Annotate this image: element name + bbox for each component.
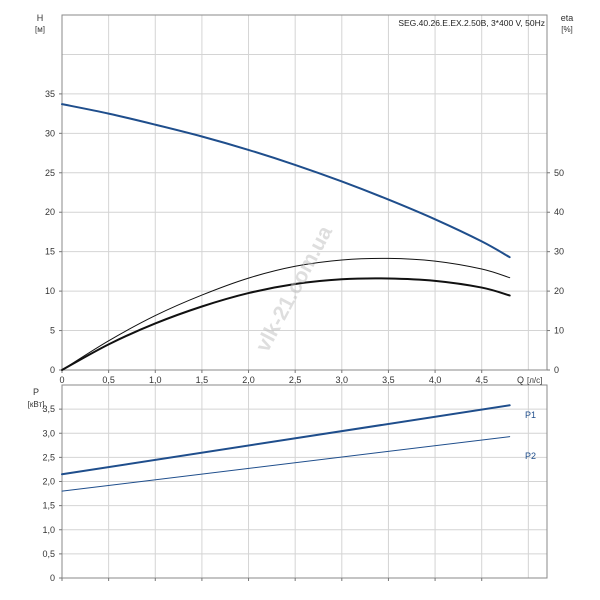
power-tick-label: 1,5 bbox=[42, 501, 55, 511]
power-tick-label: 3,0 bbox=[42, 428, 55, 438]
x-tick-label: 4,5 bbox=[475, 375, 488, 385]
x-tick-label: 0,5 bbox=[102, 375, 115, 385]
data-series bbox=[61, 103, 511, 492]
eta-tick-label: 40 bbox=[554, 207, 564, 217]
x-tick-label: 3,5 bbox=[382, 375, 395, 385]
head-tick-label: 20 bbox=[45, 207, 55, 217]
head-tick-label: 35 bbox=[45, 89, 55, 99]
eta-tick-label: 20 bbox=[554, 286, 564, 296]
flow-axis-unit: [л/с] bbox=[527, 376, 542, 385]
flow-axis-label: Q bbox=[517, 375, 524, 385]
eta-tick-label: 50 bbox=[554, 168, 564, 178]
efficiency-curve-thick bbox=[61, 277, 511, 371]
power-tick-label: 3,5 bbox=[42, 404, 55, 414]
head-tick-label: 0 bbox=[50, 365, 55, 375]
head-axis-label: H bbox=[37, 13, 44, 23]
head-tick-label: 10 bbox=[45, 286, 55, 296]
head-tick-label: 25 bbox=[45, 168, 55, 178]
eta-tick-label: 30 bbox=[554, 247, 564, 257]
x-tick-label: 0 bbox=[59, 375, 64, 385]
pump-model-label: SEG.40.26.E.EX.2.50B, 3*400 V, 50Hz bbox=[398, 18, 545, 28]
power-tick-label: 2,0 bbox=[42, 477, 55, 487]
x-tick-label: 1,5 bbox=[196, 375, 209, 385]
power-axis-label: P bbox=[33, 387, 39, 397]
power-line-p1 bbox=[61, 404, 511, 476]
x-tick-label: 2,5 bbox=[289, 375, 302, 385]
efficiency-curve-thin bbox=[61, 257, 511, 371]
efficiency-axis-label: eta bbox=[561, 13, 574, 23]
head-tick-label: 15 bbox=[45, 247, 55, 257]
efficiency-axis-unit: [%] bbox=[561, 25, 573, 34]
head-axis-unit: [м] bbox=[35, 25, 45, 34]
power-tick-label: 2,5 bbox=[42, 452, 55, 462]
power-tick-label: 1,0 bbox=[42, 525, 55, 535]
head-tick-label: 30 bbox=[45, 128, 55, 138]
grid-lines bbox=[62, 15, 547, 578]
eta-tick-label: 0 bbox=[554, 365, 559, 375]
series-label-p1: P1 bbox=[525, 410, 536, 420]
plot-frames bbox=[61, 14, 548, 579]
top-plot-frame bbox=[61, 14, 548, 371]
tick-labels: 0 0,5 1,0 1,5 2,0 2,5 3,0 3,5 4,0 4,5 0 5 10 15 20 25 30… bbox=[42, 89, 564, 583]
x-tick-label: 3,0 bbox=[336, 375, 349, 385]
power-tick-label: 0 bbox=[50, 573, 55, 583]
series-label-p2: P2 bbox=[525, 451, 536, 461]
head-tick-label: 5 bbox=[50, 326, 55, 336]
x-tick-label: 2,0 bbox=[242, 375, 255, 385]
x-tick-label: 4,0 bbox=[429, 375, 442, 385]
power-line-p2 bbox=[61, 436, 511, 492]
power-tick-label: 0,5 bbox=[42, 549, 55, 559]
power-axis-unit: [кВт] bbox=[28, 400, 45, 409]
eta-tick-label: 10 bbox=[554, 326, 564, 336]
x-tick-label: 1,0 bbox=[149, 375, 162, 385]
head-curve bbox=[61, 103, 511, 259]
